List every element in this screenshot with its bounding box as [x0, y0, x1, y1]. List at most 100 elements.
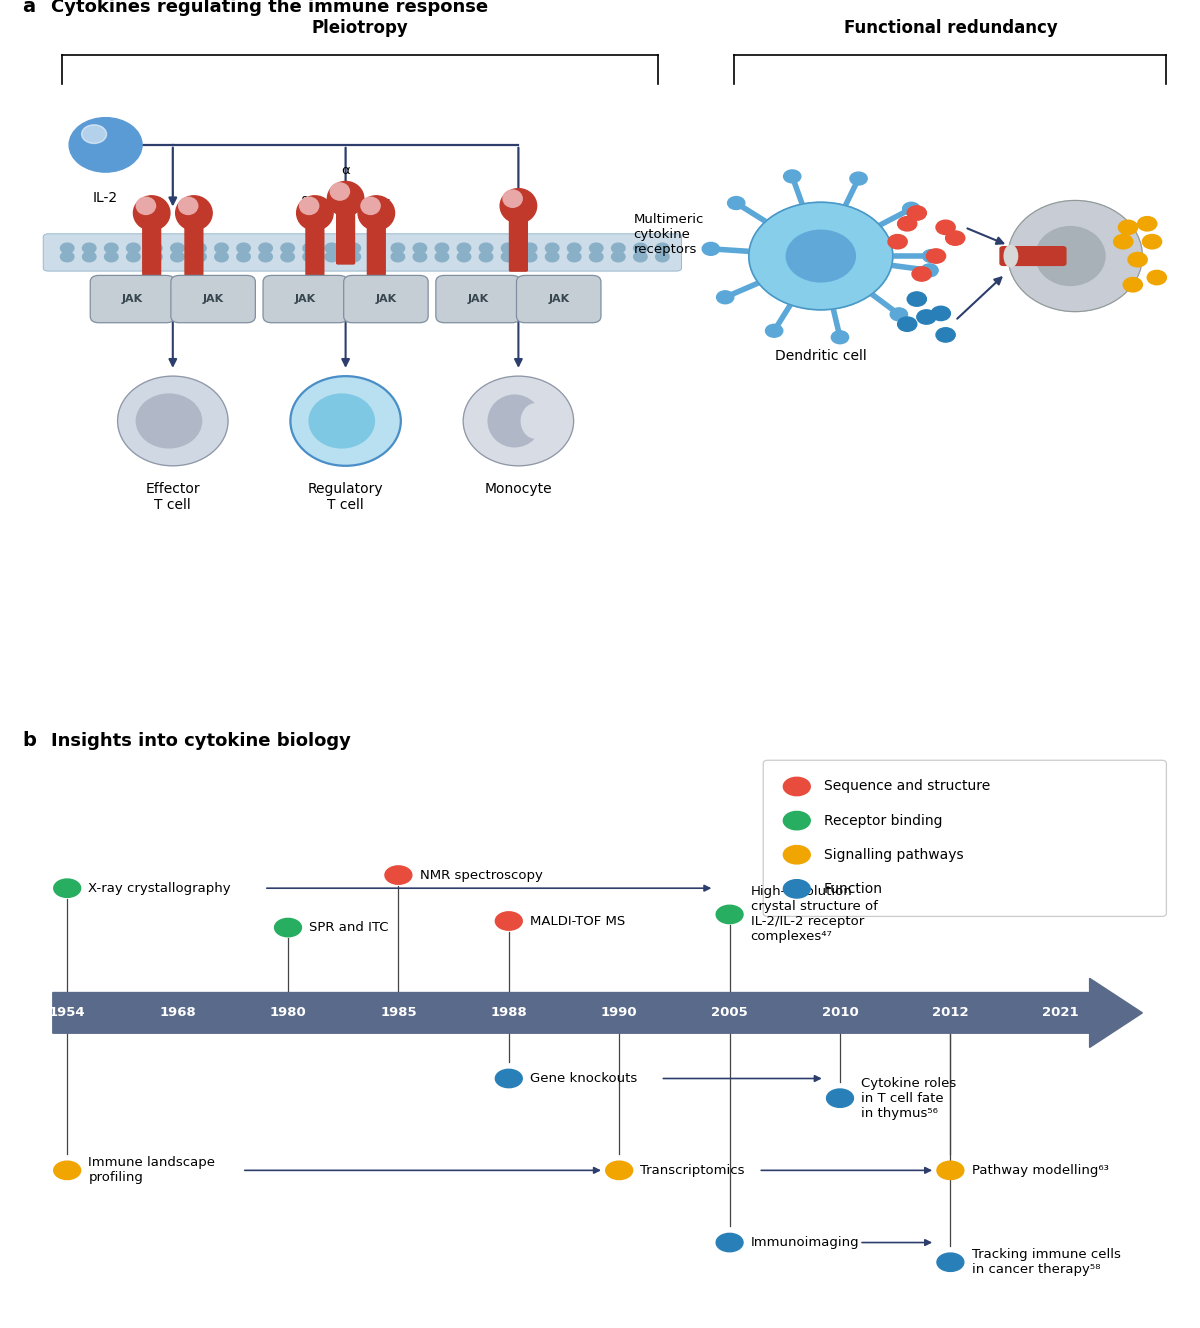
Circle shape — [236, 252, 251, 262]
Circle shape — [215, 243, 228, 254]
Text: Insights into cytokine biology: Insights into cytokine biology — [50, 733, 350, 750]
Circle shape — [391, 243, 404, 254]
Text: b: b — [22, 732, 36, 750]
Circle shape — [827, 1089, 853, 1108]
Text: JAK: JAK — [548, 293, 569, 304]
FancyBboxPatch shape — [142, 211, 161, 279]
Circle shape — [907, 292, 926, 307]
Circle shape — [413, 243, 427, 254]
Circle shape — [236, 243, 251, 254]
Ellipse shape — [137, 198, 156, 214]
Circle shape — [937, 1254, 964, 1271]
Text: Signalling pathways: Signalling pathways — [823, 847, 964, 862]
Text: 1988: 1988 — [491, 1007, 527, 1020]
Text: 2005: 2005 — [712, 1007, 748, 1020]
Circle shape — [127, 243, 140, 254]
Circle shape — [413, 252, 427, 262]
Circle shape — [902, 202, 920, 215]
Circle shape — [589, 243, 602, 254]
Circle shape — [496, 912, 522, 930]
Circle shape — [1147, 271, 1166, 284]
Ellipse shape — [463, 376, 574, 466]
Circle shape — [784, 846, 810, 865]
Text: Pleiotropy: Pleiotropy — [312, 20, 408, 37]
Ellipse shape — [328, 182, 364, 216]
Text: MALDI-TOF MS: MALDI-TOF MS — [530, 915, 625, 927]
Ellipse shape — [1036, 227, 1105, 286]
FancyBboxPatch shape — [1000, 246, 1067, 266]
Circle shape — [655, 243, 670, 254]
Circle shape — [784, 879, 810, 898]
Text: Immune landscape
profiling: Immune landscape profiling — [89, 1157, 215, 1185]
Text: 2021: 2021 — [1043, 1007, 1079, 1020]
Circle shape — [1142, 235, 1162, 248]
Text: Transcriptomics: Transcriptomics — [641, 1163, 745, 1177]
FancyBboxPatch shape — [436, 275, 521, 323]
Circle shape — [890, 308, 907, 321]
Text: JAK: JAK — [468, 293, 488, 304]
FancyBboxPatch shape — [343, 275, 428, 323]
FancyBboxPatch shape — [763, 760, 1166, 916]
Ellipse shape — [358, 195, 395, 230]
Text: 1985: 1985 — [380, 1007, 416, 1020]
Circle shape — [766, 324, 782, 337]
Text: Pathway modelling⁶³: Pathway modelling⁶³ — [972, 1163, 1109, 1177]
Circle shape — [784, 811, 810, 830]
Circle shape — [502, 252, 515, 262]
FancyBboxPatch shape — [43, 234, 682, 271]
FancyBboxPatch shape — [509, 205, 528, 272]
Circle shape — [907, 206, 926, 220]
Circle shape — [83, 243, 96, 254]
Circle shape — [54, 879, 80, 898]
Ellipse shape — [503, 190, 522, 207]
Circle shape — [54, 1161, 80, 1179]
Circle shape — [612, 252, 625, 262]
Text: JAK: JAK — [295, 293, 316, 304]
FancyBboxPatch shape — [185, 211, 204, 279]
Circle shape — [325, 243, 338, 254]
Circle shape — [946, 231, 965, 246]
Circle shape — [82, 125, 107, 143]
Ellipse shape — [179, 198, 198, 214]
Circle shape — [832, 331, 848, 344]
Circle shape — [546, 252, 559, 262]
Circle shape — [215, 252, 228, 262]
Polygon shape — [53, 979, 1142, 1048]
Circle shape — [347, 243, 360, 254]
Circle shape — [149, 252, 162, 262]
Circle shape — [716, 291, 734, 304]
FancyBboxPatch shape — [263, 275, 348, 323]
Circle shape — [436, 243, 449, 254]
Circle shape — [325, 252, 338, 262]
Text: Effector
T cell: Effector T cell — [145, 482, 200, 513]
Circle shape — [60, 243, 74, 254]
FancyBboxPatch shape — [170, 275, 256, 323]
Text: Regulatory
T cell: Regulatory T cell — [307, 482, 384, 513]
Text: 2012: 2012 — [932, 1007, 968, 1020]
Ellipse shape — [296, 195, 334, 230]
Circle shape — [920, 264, 938, 276]
Ellipse shape — [361, 198, 380, 214]
Circle shape — [888, 235, 907, 248]
FancyBboxPatch shape — [90, 275, 175, 323]
Text: JAK: JAK — [203, 293, 223, 304]
Circle shape — [302, 243, 317, 254]
Circle shape — [612, 243, 625, 254]
Circle shape — [281, 243, 294, 254]
Circle shape — [479, 252, 493, 262]
Text: 1990: 1990 — [601, 1007, 637, 1020]
Text: Tracking immune cells
in cancer therapy⁵⁸: Tracking immune cells in cancer therapy⁵… — [972, 1248, 1121, 1276]
Circle shape — [502, 243, 515, 254]
Ellipse shape — [175, 195, 212, 230]
Ellipse shape — [521, 404, 550, 438]
Circle shape — [784, 777, 810, 795]
Circle shape — [281, 252, 294, 262]
Circle shape — [606, 1161, 632, 1179]
Ellipse shape — [133, 195, 170, 230]
Circle shape — [275, 919, 301, 936]
Circle shape — [568, 243, 581, 254]
Ellipse shape — [1004, 246, 1018, 267]
Circle shape — [898, 216, 917, 231]
Circle shape — [716, 1234, 743, 1252]
Text: 1968: 1968 — [160, 1007, 196, 1020]
